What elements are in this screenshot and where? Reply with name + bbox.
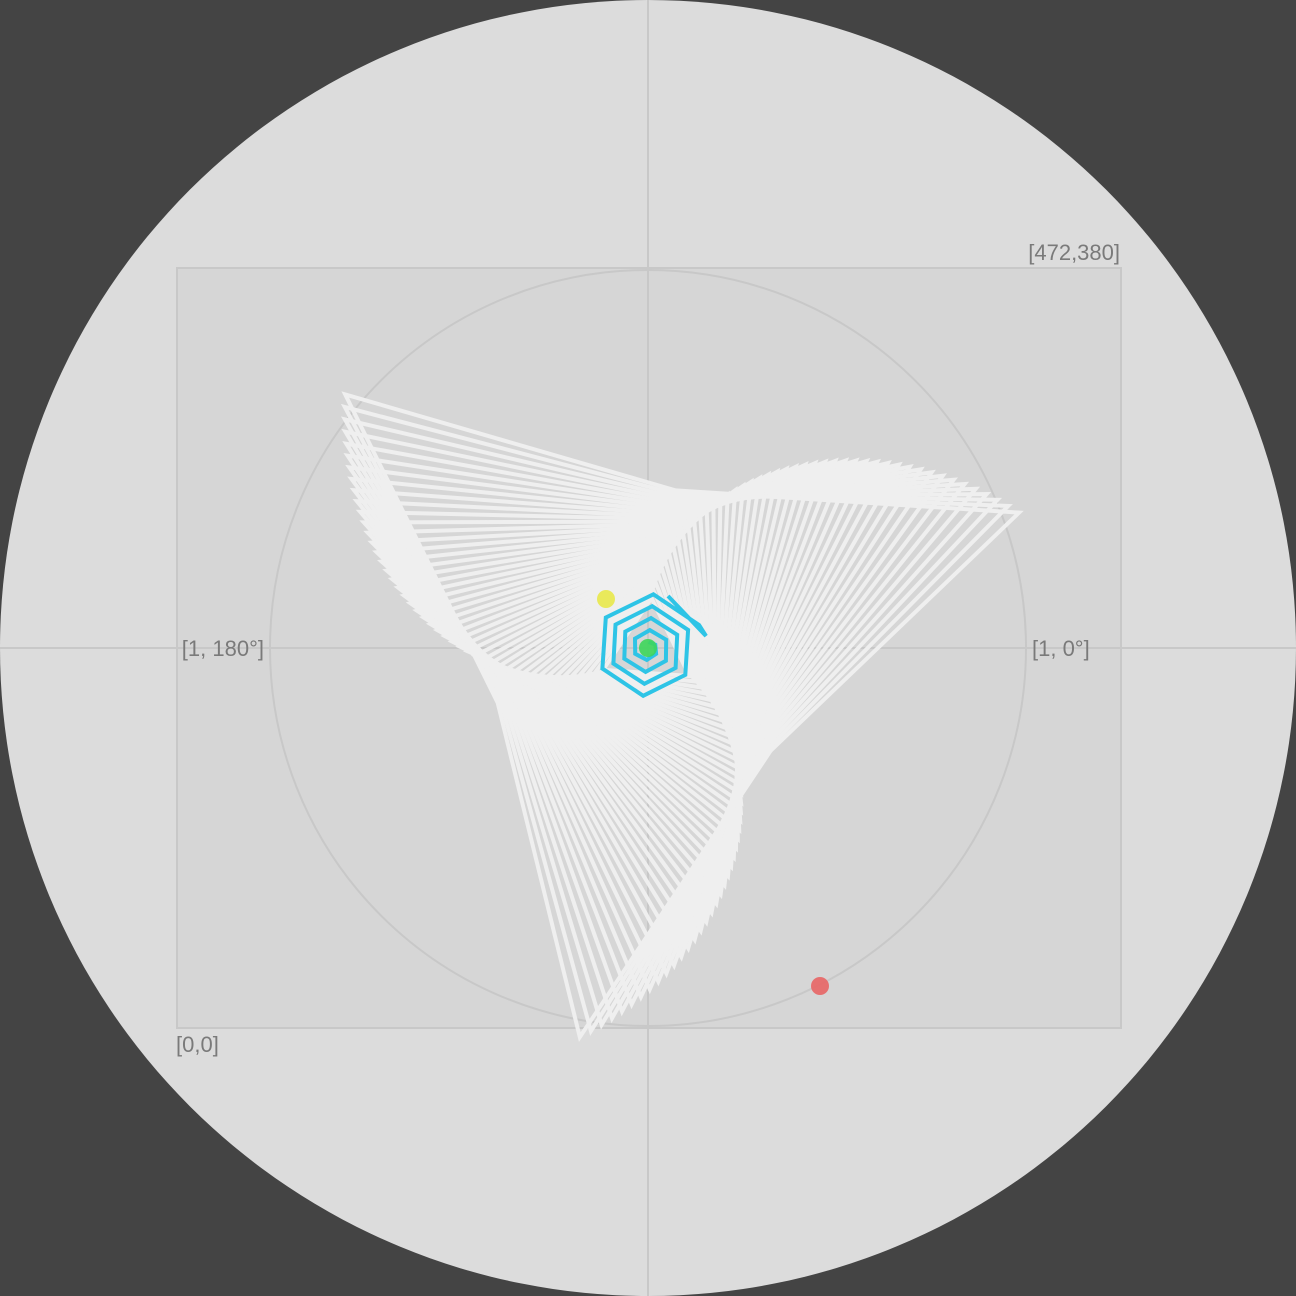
spiral-trail-segment: [425, 467, 781, 853]
spiral-trail-segment: [341, 391, 1024, 1042]
yellow-marker: [597, 590, 615, 608]
spiral-trail-segment: [455, 481, 746, 816]
spiral-trail-segment: [393, 458, 829, 900]
spiral-trail-segment: [387, 457, 839, 909]
spiral-trail-segment: [412, 462, 799, 872]
spiral-trail-segment: [447, 477, 754, 825]
spiral-trail-segment: [440, 474, 763, 834]
spiral-trail-segment: [399, 459, 819, 890]
spiral-trail-segment: [363, 460, 892, 954]
spiral-trail-segment: [345, 464, 959, 1002]
spiral-trail-segment: [462, 486, 744, 807]
spiral-trail-segment: [352, 466, 925, 979]
spiral-trail-segment: [478, 495, 743, 789]
spiral-trail-segment: [343, 453, 970, 1010]
start-marker: [639, 639, 657, 657]
spiral-trail-segment: [349, 469, 936, 987]
spiral-trail-segment: [342, 441, 981, 1017]
spiral-trail-segment: [519, 523, 735, 747]
spiral-path: [600, 591, 708, 699]
unit-circle: [269, 269, 1027, 1027]
spiral-trail-segment: [418, 465, 790, 862]
bottom-left-coordinate-label: [0,0]: [176, 1032, 219, 1057]
spiral-trail-segment: [382, 457, 850, 918]
left-axis-label: [1, 180°]: [182, 636, 264, 661]
spiral-trail-segment: [405, 461, 809, 881]
right-axis-label: [1, 0°]: [1032, 636, 1090, 661]
spiral-trail-segment: [341, 428, 992, 1024]
spiral-trail-segment: [355, 463, 914, 971]
spiral-trail-segment: [372, 457, 871, 936]
spiral-trail-segment: [340, 403, 1013, 1037]
spiral-trail-segment: [527, 529, 732, 739]
spiral-trail-segment: [432, 470, 772, 844]
spiral-trail-segment: [340, 416, 1003, 1030]
spiral-trail-segment: [347, 473, 947, 995]
spiral-trail: [340, 391, 1024, 1042]
spiral-trail-segment: [377, 457, 860, 927]
spiral-trail-segment: [367, 458, 882, 945]
top-right-coordinate-label: [472,380]: [1028, 240, 1120, 265]
spiral-trail-segment: [359, 461, 903, 962]
end-marker: [811, 977, 829, 995]
spiral-trail-segment: [470, 490, 744, 798]
